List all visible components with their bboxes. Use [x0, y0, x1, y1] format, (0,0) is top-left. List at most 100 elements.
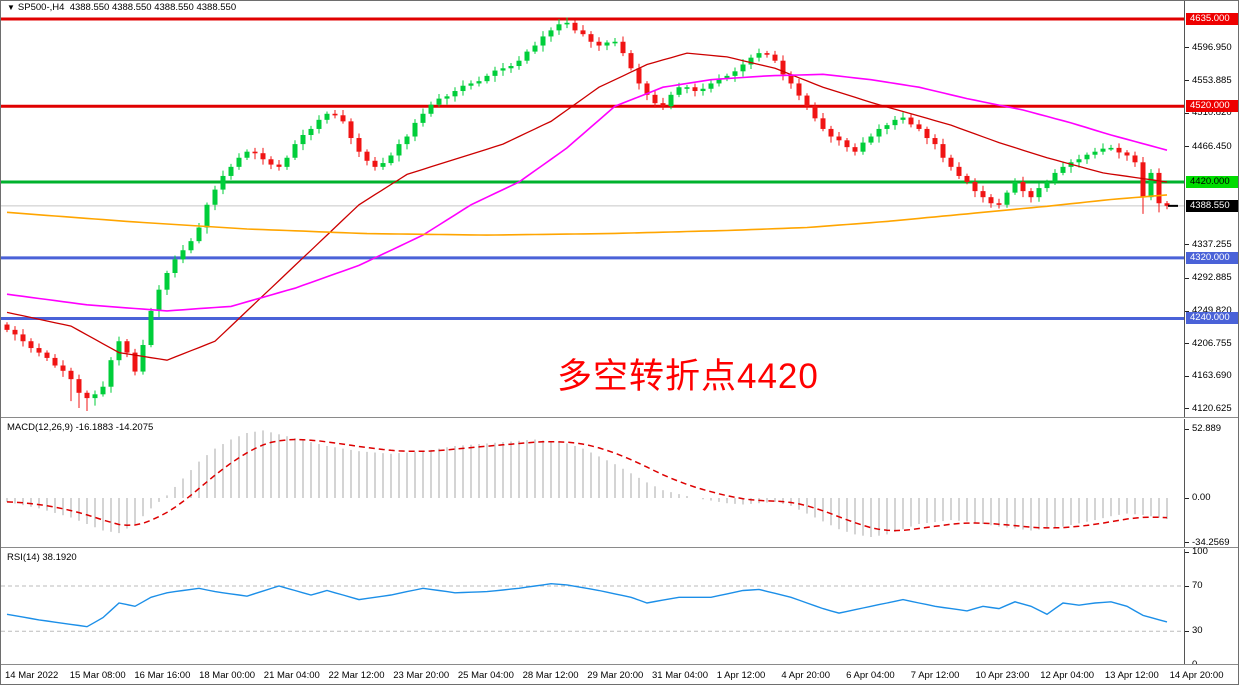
candle-body — [260, 153, 266, 160]
candle-body — [1060, 166, 1066, 173]
candle-body — [860, 142, 866, 152]
candle-body — [916, 124, 922, 129]
candle-body — [188, 241, 194, 251]
candle-body — [628, 53, 634, 69]
candle-body — [588, 34, 594, 42]
candle-body — [828, 128, 834, 137]
price-chart-panel[interactable]: ▼ SP500-,H4 4388.550 4388.550 4388.550 43… — [1, 1, 1184, 417]
rsi-tick-mark — [1185, 551, 1189, 553]
candle-body — [948, 157, 954, 167]
candle-body — [324, 113, 330, 120]
ma-fast-red-line — [6, 52, 1168, 361]
candle-body — [780, 60, 786, 75]
candle-body — [924, 128, 930, 139]
time-axis-label: 7 Apr 12:00 — [910, 670, 960, 681]
candle-body — [668, 94, 674, 107]
candle-body — [340, 115, 346, 122]
rsi-line — [6, 582, 1168, 628]
candle-body — [36, 348, 42, 353]
time-axis-label: 6 Apr 04:00 — [846, 670, 895, 681]
candle-body — [980, 191, 986, 198]
candle-body — [388, 155, 394, 164]
macd-indicator-label: MACD(12,26,9) -16.1883 -14.2075 — [7, 422, 154, 433]
candle-body — [772, 54, 778, 61]
candle-body — [380, 163, 386, 167]
time-axis-label: 13 Apr 12:00 — [1104, 670, 1159, 681]
price-tick-mark — [1185, 408, 1189, 410]
price-tick-mark — [1185, 146, 1189, 148]
price-chart-canvas[interactable] — [1, 1, 1184, 417]
candle-body — [1140, 162, 1146, 198]
price-tick-mark — [1185, 343, 1189, 345]
macd-panel[interactable]: MACD(12,26,9) -16.1883 -14.2075 — [1, 419, 1184, 547]
candle-body — [300, 135, 306, 145]
ma-slow-orange-line — [6, 194, 1168, 236]
time-axis-label: 23 Mar 20:00 — [393, 670, 450, 681]
price-badge-4240.000: 4240.000 — [1186, 312, 1238, 325]
time-axis-label: 21 Mar 04:00 — [263, 670, 320, 681]
candle-body — [1036, 188, 1042, 198]
candle-body — [540, 36, 546, 46]
price-scale[interactable]: 4596.950 4553.885 4510.820 4466.450 4337.255… — [1184, 1, 1238, 417]
candle-body — [1052, 172, 1058, 183]
rsi-scale[interactable]: 10070300 — [1184, 546, 1238, 670]
time-axis-label: 1 Apr 12:00 — [716, 670, 766, 681]
candle-body — [1092, 151, 1098, 155]
time-axis[interactable]: 14 Mar 2022 15 Mar 08:00 16 Mar 16:00 18 Ma… — [1, 666, 1238, 684]
candle-body — [252, 151, 258, 154]
price-badge-4635.000: 4635.000 — [1186, 13, 1238, 25]
candle-body — [532, 45, 538, 52]
candle-body — [524, 51, 530, 61]
candle-body — [756, 53, 762, 58]
panel-divider[interactable] — [1, 547, 1238, 549]
time-axis-label: 22 Mar 12:00 — [328, 670, 385, 681]
price-tick-mark — [1185, 112, 1189, 114]
candle-body — [604, 42, 610, 46]
price-tick-label: 4553.885 — [1192, 74, 1232, 86]
rsi-panel[interactable]: RSI(14) 38.1920 — [1, 549, 1184, 664]
time-axis-label: 10 Apr 23:00 — [975, 670, 1030, 681]
candle-body — [972, 182, 978, 192]
candle-body — [596, 41, 602, 46]
candle-body — [620, 41, 626, 54]
candle-body — [884, 125, 890, 129]
rsi-canvas[interactable] — [1, 549, 1184, 664]
candle-body — [700, 88, 706, 92]
candle-body — [476, 81, 482, 84]
candle-body — [988, 197, 994, 204]
candle-body — [716, 78, 722, 84]
panel-divider[interactable] — [1, 417, 1238, 419]
annotation-text: 多空转折点4420 — [557, 357, 819, 396]
candle-body — [940, 144, 946, 158]
candle-body — [820, 118, 826, 129]
symbol-period-label: SP500-,H4 — [17, 2, 65, 13]
rsi-tick-label: 70 — [1192, 580, 1203, 591]
candle-body — [228, 166, 234, 176]
macd-histogram — [6, 430, 1168, 537]
candle-body — [428, 104, 434, 114]
candle-body — [132, 352, 138, 372]
candle-body — [356, 138, 362, 152]
candle-body — [636, 68, 642, 84]
candle-body — [812, 106, 818, 119]
candle-body — [204, 204, 210, 228]
macd-tick-mark — [1185, 497, 1189, 499]
candle-body — [500, 68, 506, 71]
macd-scale[interactable]: 52.889 0.00 -34.2569 — [1184, 419, 1238, 548]
candle-body — [76, 379, 82, 393]
symbol-dropdown-triangle-icon[interactable]: ▼ — [7, 3, 15, 12]
price-tick-mark — [1185, 80, 1189, 81]
time-axis-label: 4 Apr 20:00 — [781, 670, 830, 681]
candle-body — [708, 83, 714, 89]
macd-tick-label: 0.00 — [1192, 492, 1211, 503]
time-axis-label: 15 Mar 08:00 — [69, 670, 126, 681]
macd-canvas[interactable] — [1, 419, 1184, 547]
candle-body — [572, 22, 578, 31]
candle-body — [1100, 148, 1106, 152]
candle-body — [724, 75, 730, 79]
macd-signal-line — [6, 438, 1168, 532]
candle-body — [308, 128, 314, 136]
rsi-tick-mark — [1185, 585, 1189, 587]
time-axis-label: 31 Mar 04:00 — [652, 670, 708, 681]
